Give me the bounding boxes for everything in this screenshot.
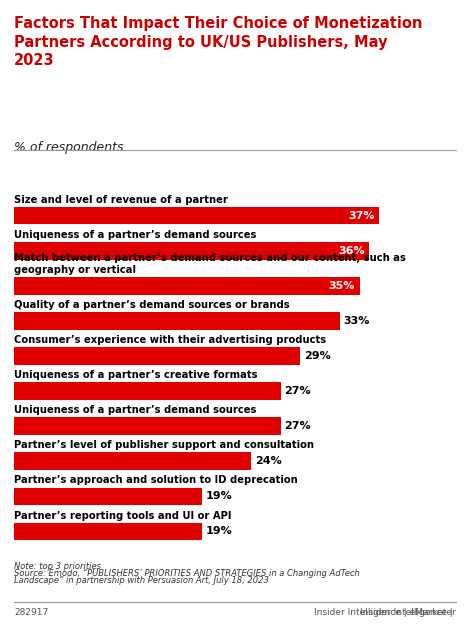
Text: Note: top 3 priorities: Note: top 3 priorities <box>14 562 101 571</box>
Text: Insider Intelligence | eMarketer: Insider Intelligence | eMarketer <box>314 608 456 617</box>
Bar <box>14 452 251 470</box>
Text: Match between a partner’s demand sources and our content, such as
geography or v: Match between a partner’s demand sources… <box>14 254 406 275</box>
Bar <box>14 382 281 400</box>
Text: 282917: 282917 <box>14 608 48 617</box>
Text: Source: Emodo, “PUBLISHERS’ PRIORITIES AND STRATEGIES in a Changing AdTech: Source: Emodo, “PUBLISHERS’ PRIORITIES A… <box>14 569 360 578</box>
Bar <box>14 522 202 540</box>
Text: Insider Intelligence |: Insider Intelligence | <box>360 608 456 617</box>
Text: Uniqueness of a partner’s demand sources: Uniqueness of a partner’s demand sources <box>14 405 257 415</box>
Text: Landscape” in partnership with Persuasion Art, July 18, 2023: Landscape” in partnership with Persuasio… <box>14 576 269 585</box>
Text: Partner’s approach and solution to ID deprecation: Partner’s approach and solution to ID de… <box>14 475 298 485</box>
Text: 36%: 36% <box>338 246 365 255</box>
Text: 35%: 35% <box>328 281 355 291</box>
Text: 37%: 37% <box>348 211 375 220</box>
Text: 19%: 19% <box>205 526 232 536</box>
Text: Uniqueness of a partner’s creative formats: Uniqueness of a partner’s creative forma… <box>14 370 258 380</box>
Bar <box>14 347 300 365</box>
Text: Factors That Impact Their Choice of Monetization
Partners According to UK/US Pub: Factors That Impact Their Choice of Mone… <box>14 16 423 68</box>
Text: 24%: 24% <box>255 456 282 466</box>
Text: Quality of a partner’s demand sources or brands: Quality of a partner’s demand sources or… <box>14 300 290 310</box>
Bar <box>14 277 360 294</box>
Bar <box>14 207 379 224</box>
Text: % of respondents: % of respondents <box>14 141 124 154</box>
Text: 27%: 27% <box>284 421 311 431</box>
Text: Partner’s reporting tools and UI or API: Partner’s reporting tools and UI or API <box>14 510 232 520</box>
Text: 33%: 33% <box>344 316 370 326</box>
Bar <box>14 487 202 505</box>
Bar <box>14 312 340 330</box>
Bar <box>14 417 281 435</box>
Text: Size and level of revenue of a partner: Size and level of revenue of a partner <box>14 195 228 204</box>
Text: 29%: 29% <box>304 351 331 361</box>
Text: Partner’s level of publisher support and consultation: Partner’s level of publisher support and… <box>14 440 314 450</box>
Bar <box>14 242 369 259</box>
Text: 19%: 19% <box>205 491 232 501</box>
Text: Consumer’s experience with their advertising products: Consumer’s experience with their adverti… <box>14 335 326 345</box>
Text: 27%: 27% <box>284 386 311 396</box>
Text: Uniqueness of a partner’s demand sources: Uniqueness of a partner’s demand sources <box>14 230 257 240</box>
